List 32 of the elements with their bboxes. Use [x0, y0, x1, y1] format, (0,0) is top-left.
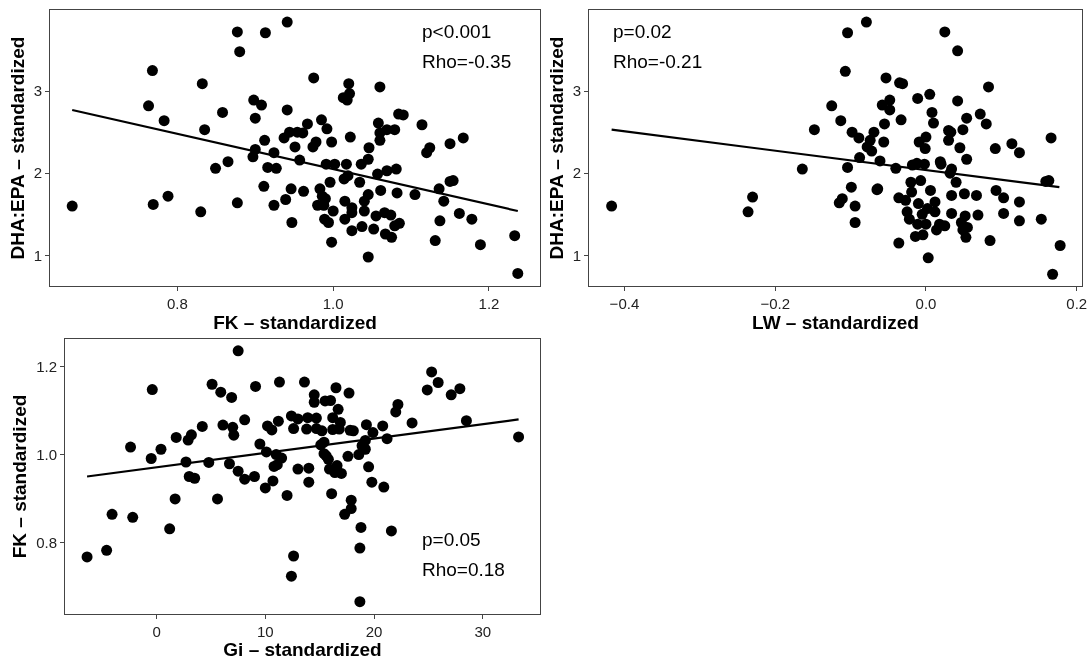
y-tick-label: 1.2: [36, 357, 57, 375]
x-tick-label: 1.0: [322, 295, 344, 312]
y-tick-label: 0.8: [36, 533, 57, 551]
x-tick-label: 0: [152, 623, 161, 640]
y-tick-label: 2: [572, 164, 581, 182]
y-tick-label: 1.0: [36, 445, 57, 463]
y-axis-title: DHA:EPA – standardized: [6, 36, 28, 260]
x-axis-title: FK – standardized: [213, 312, 377, 333]
x-tick-label: 20: [365, 623, 383, 640]
x-tick-label: 1.2: [478, 295, 500, 312]
y-tick-label: 3: [572, 82, 581, 100]
annotation: Rho=-0.21: [613, 51, 703, 72]
annotation: p=0.05: [422, 529, 481, 550]
x-tick-label: −0.2: [760, 295, 790, 312]
annotation: p=0.02: [613, 21, 672, 42]
y-tick-label: 3: [33, 82, 42, 100]
annotation: p<0.001: [422, 21, 492, 42]
x-axis-title: LW – standardized: [752, 312, 919, 333]
y-axis-title: FK – standardized: [8, 394, 30, 559]
x-tick-label: 10: [256, 623, 274, 640]
x-axis-title: Gi – standardized: [223, 639, 382, 660]
annotation: Rho=0.18: [422, 559, 505, 580]
y-axis-title: DHA:EPA – standardized: [545, 36, 567, 260]
x-tick-label: 30: [474, 623, 492, 640]
y-tick-label: 1: [33, 246, 42, 264]
x-tick-label: 0.0: [915, 295, 937, 312]
x-tick-label: 0.2: [1066, 295, 1088, 312]
x-tick-label: 0.8: [166, 295, 188, 312]
annotation: Rho=-0.35: [422, 51, 512, 72]
y-tick-label: 1: [572, 246, 581, 264]
y-tick-label: 2: [33, 164, 42, 182]
x-tick-label: −0.4: [609, 295, 640, 312]
